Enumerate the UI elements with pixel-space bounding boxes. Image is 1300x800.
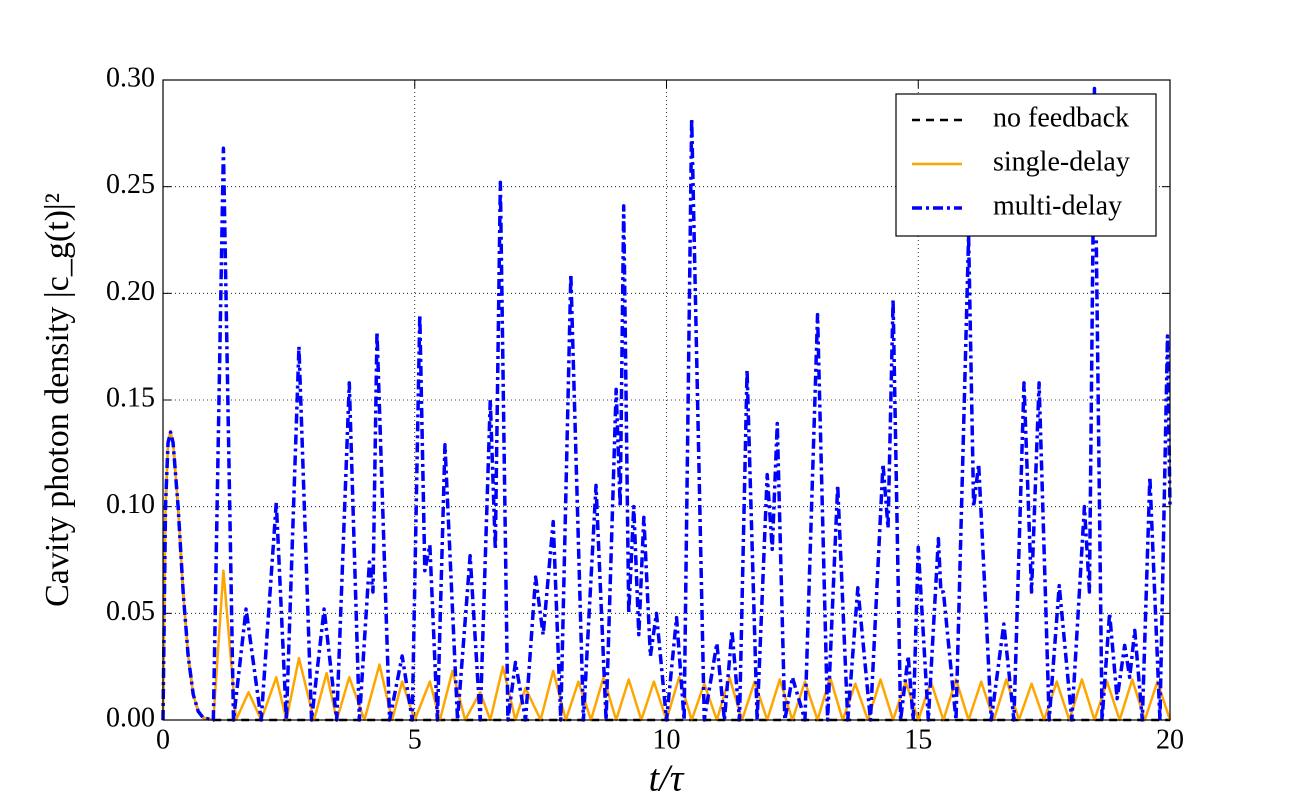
y-tick-label: 0.15 [106, 382, 155, 413]
x-tick-label: 20 [1156, 724, 1184, 755]
x-tick-label: 10 [653, 724, 681, 755]
y-tick-label: 0.05 [106, 596, 155, 627]
y-tick-label: 0.10 [106, 489, 155, 520]
plot-frame [162, 79, 1171, 721]
legend-label: multi-delay [993, 190, 1122, 221]
y-tick-label: 0.25 [106, 169, 155, 200]
x-axis-label: t/τ [649, 758, 685, 800]
data-line [161, 430, 1172, 722]
x-tick-label: 15 [904, 724, 932, 755]
legend-label: no feedback [993, 102, 1129, 133]
x-tick-label: 0 [156, 724, 170, 755]
y-axis-label: Cavity photon density |c_g(t)|² [39, 193, 76, 607]
y-tick-label: 0.00 [106, 702, 155, 733]
x-tick-label: 5 [408, 724, 422, 755]
y-tick-label: 0.30 [106, 62, 155, 93]
y-tick-label: 0.20 [106, 276, 155, 307]
legend-label: single-delay [993, 146, 1130, 177]
